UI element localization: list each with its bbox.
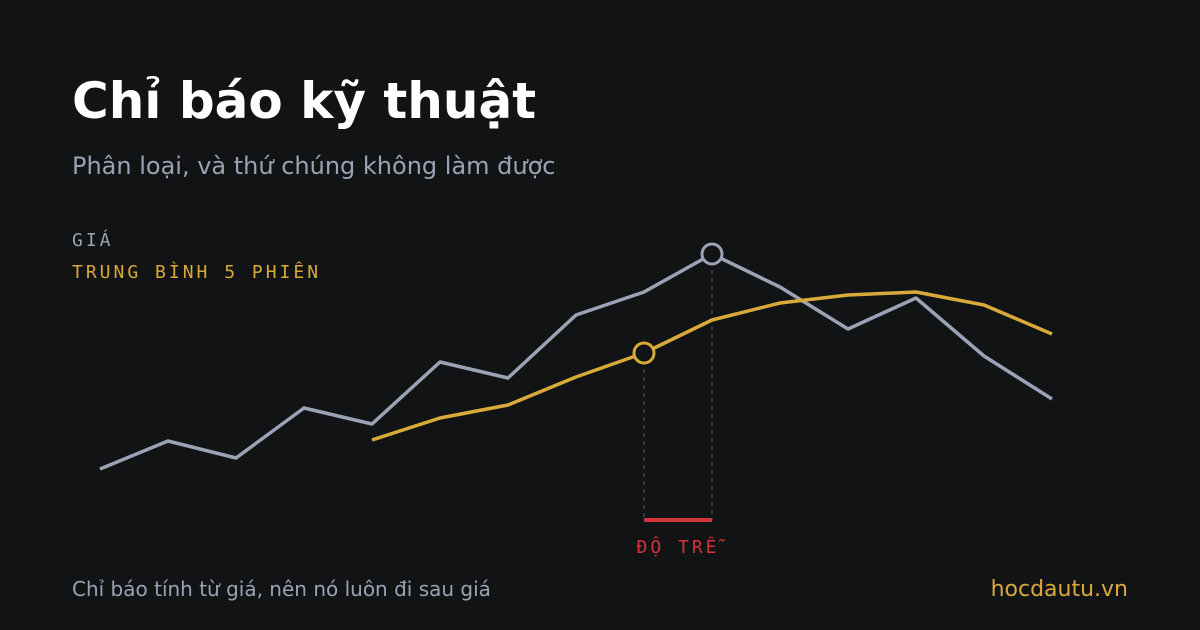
chart-subtitle: Phân loại, và thứ chúng không làm được (72, 152, 555, 180)
legend-entry: TRUNG BÌNH 5 PHIÊN (72, 261, 321, 283)
legend-entry: GIÁ (72, 229, 114, 251)
footer-note: Chỉ báo tính từ giá, nên nó luôn đi sau … (72, 577, 491, 601)
brand: hocdautu.vn (991, 577, 1128, 602)
peak-marker (700, 242, 724, 266)
chart-title: Chỉ báo kỹ thuật (72, 72, 536, 130)
lag-label: ĐỘ TRỄ (636, 536, 725, 558)
series-line (371, 290, 1053, 442)
peak-marker (632, 341, 656, 365)
series-line (99, 252, 1053, 471)
